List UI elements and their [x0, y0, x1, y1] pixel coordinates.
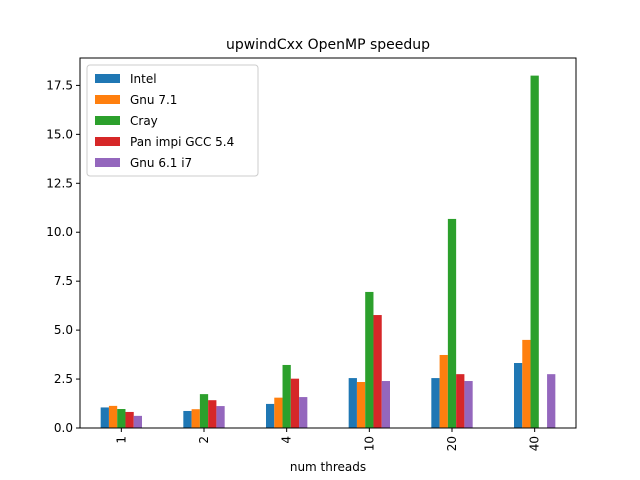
y-tick-label: 15.0: [46, 127, 73, 141]
bar-intel-4: [266, 403, 275, 428]
legend-label-cray: Cray: [130, 114, 158, 128]
bar-intel-10: [348, 378, 357, 428]
bar-gnu-7-1-2: [191, 409, 200, 428]
legend-label-gnu-7-1: Gnu 7.1: [130, 93, 177, 107]
bar-gnu-6-1-i7-4: [299, 397, 308, 428]
bar-cray-20: [447, 218, 457, 428]
bar-gnu-6-1-i7-2: [216, 406, 225, 428]
bar-gnu-6-1-i7-20: [464, 381, 473, 428]
x-tick-label: 40: [528, 436, 542, 451]
x-axis: 1 2 4 10 20 40: [114, 428, 542, 451]
y-tick-label: 5.0: [54, 323, 73, 337]
bar-cray-40: [530, 75, 539, 429]
legend-label-intel: Intel: [130, 72, 157, 86]
bar-pan-impi-gcc-5-4-1: [125, 411, 134, 428]
legend-swatch-intel: [95, 74, 120, 83]
plot-frame: [79, 57, 577, 429]
x-tick-label: 20: [445, 436, 459, 451]
bar-gnu-7-1-20: [439, 354, 448, 428]
bar-gnu-6-1-i7-40: [547, 374, 556, 428]
bar-gnu-7-1-4: [274, 397, 283, 428]
chart-title: upwindCxx OpenMP speedup: [226, 37, 430, 53]
x-tick-label: 1: [114, 436, 128, 444]
legend-label-gnu-6-1-i7: Gnu 6.1 i7: [130, 156, 192, 170]
y-tick-label: 12.5: [46, 176, 73, 190]
legend-swatch-gnu-7-1: [95, 95, 120, 104]
bar-intel-40: [514, 363, 523, 428]
x-tick-label: 2: [197, 436, 211, 444]
bar-intel-20: [431, 378, 440, 428]
legend-swatch-gnu-6-1-i7: [95, 158, 120, 167]
bar-gnu-7-1-40: [522, 339, 531, 428]
y-tick-label: 2.5: [54, 372, 73, 386]
bars-layer: [100, 75, 556, 429]
bar-pan-impi-gcc-5-4-10: [373, 315, 382, 428]
bar-gnu-6-1-i7-10: [381, 381, 390, 428]
x-tick-label: 4: [280, 436, 294, 444]
y-tick-label: 17.5: [46, 78, 73, 92]
bar-pan-impi-gcc-5-4-2: [208, 400, 217, 428]
bar-cray-4: [282, 364, 291, 428]
y-tick-label: 10.0: [46, 225, 73, 239]
bar-gnu-6-1-i7-1: [133, 415, 142, 428]
legend: Intel Gnu 7.1 Cray Pan impi GCC 5.4 Gnu 6.1 …: [86, 64, 259, 177]
bar-intel-1: [100, 407, 109, 428]
bar-cray-10: [365, 291, 374, 428]
legend-swatch-pan-impi-gcc-5-4: [95, 137, 120, 146]
x-tick-label: 10: [362, 436, 376, 451]
bar-gnu-7-1-1: [108, 405, 118, 428]
bar-cray-2: [199, 394, 209, 428]
legend-label-pan-impi-gcc-5-4: Pan impi GCC 5.4: [130, 135, 234, 149]
legend-swatch-cray: [95, 116, 120, 125]
bar-cray-1: [117, 409, 126, 428]
y-tick-label: 7.5: [54, 274, 73, 288]
bar-intel-2: [183, 410, 192, 428]
bar-pan-impi-gcc-5-4-4: [290, 378, 300, 428]
y-tick-label: 0.0: [54, 421, 73, 435]
bar-gnu-7-1-10: [356, 381, 366, 428]
x-axis-label: num threads: [290, 460, 366, 474]
bar-pan-impi-gcc-5-4-20: [456, 374, 465, 428]
legend-box: [86, 64, 259, 177]
y-axis: 0.0 2.5 5.0 7.5 10.0 12.5 15.0 17.5: [46, 78, 80, 435]
